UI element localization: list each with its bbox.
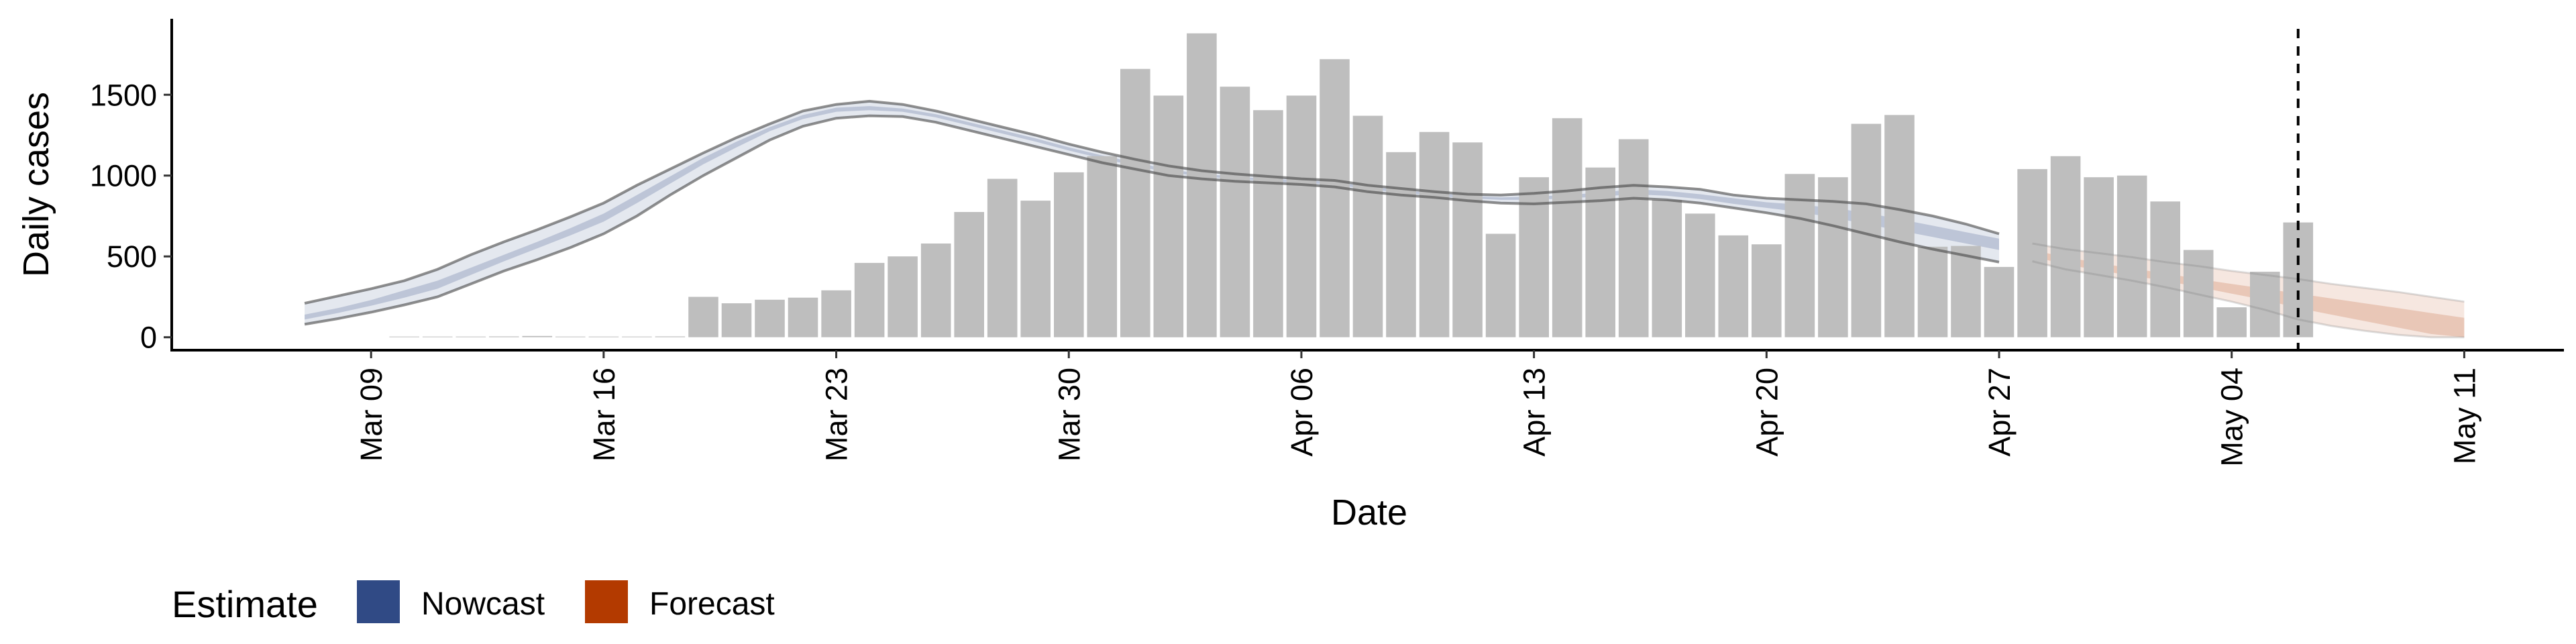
band-outlines xyxy=(304,99,2465,339)
bar-2020-04-22 xyxy=(1818,177,1848,337)
forecast-upper-outline xyxy=(2032,242,2465,303)
bar-2020-04-16 xyxy=(1618,139,1649,337)
bar-2020-03-23 xyxy=(821,290,851,337)
y-axis-title: Daily cases xyxy=(16,92,56,277)
bar-2020-03-26 xyxy=(920,244,951,337)
bar-2020-04-04 xyxy=(1220,87,1250,337)
x-tick-label: Apr 13 xyxy=(1517,368,1552,457)
bar-2020-04-11 xyxy=(1452,142,1483,337)
bar-2020-05-03 xyxy=(2183,250,2214,337)
x-axis-title: Date xyxy=(1331,492,1407,533)
x-tick-label: Mar 16 xyxy=(587,368,621,462)
x-tick-label: Mar 09 xyxy=(354,368,388,462)
bar-2020-03-24 xyxy=(854,262,885,337)
legend-label-forecast: Forecast xyxy=(649,586,775,622)
bar-2020-04-27 xyxy=(1984,266,2015,337)
bar-2020-05-04 xyxy=(2216,307,2247,337)
nowcast-lower-outline xyxy=(304,114,2000,326)
x-tick-label: Apr 20 xyxy=(1750,368,1784,457)
x-tick-label: Mar 30 xyxy=(1052,368,1086,462)
bar-2020-03-31 xyxy=(1087,156,1118,337)
legend: Estimate Nowcast Forecast xyxy=(172,580,775,625)
bar-2020-04-30 xyxy=(2084,177,2114,337)
bar-2020-04-29 xyxy=(2050,156,2081,337)
x-tick-label: May 11 xyxy=(2447,368,2481,464)
bar-2020-05-05 xyxy=(2250,272,2280,337)
bars-group xyxy=(389,33,2314,337)
axes: 0 500 1000 1500 Mar 09 Mar 16 Mar 23 Mar 30 Apr … xyxy=(90,19,2564,467)
bar-2020-04-13 xyxy=(1519,177,1549,337)
legend-swatch-forecast xyxy=(585,580,628,623)
bar-2020-04-25 xyxy=(1917,246,1948,337)
x-tick-label: Apr 27 xyxy=(1982,368,2017,457)
bar-2020-03-27 xyxy=(954,212,984,337)
bar-2020-04-24 xyxy=(1884,115,1915,337)
bar-2020-03-29 xyxy=(1020,201,1051,337)
bar-2020-03-19 xyxy=(688,297,718,337)
bar-2020-04-07 xyxy=(1320,59,1350,337)
bar-2020-03-28 xyxy=(987,178,1018,337)
bar-2020-04-09 xyxy=(1386,152,1416,337)
bar-2020-04-06 xyxy=(1286,95,1317,337)
legend-label-nowcast: Nowcast xyxy=(421,586,545,622)
bar-2020-04-18 xyxy=(1685,213,1715,337)
bar-2020-04-05 xyxy=(1253,110,1283,337)
bar-2020-04-17 xyxy=(1652,199,1682,337)
bar-2020-04-12 xyxy=(1485,233,1516,337)
legend-swatch-nowcast xyxy=(357,580,400,623)
bar-2020-04-19 xyxy=(1718,235,1749,337)
bar-2020-03-21 xyxy=(755,299,785,337)
y-tick-label: 1500 xyxy=(90,78,157,112)
bar-2020-04-28 xyxy=(2017,169,2047,337)
bar-2020-03-20 xyxy=(721,303,752,337)
bar-2020-04-14 xyxy=(1552,118,1582,337)
nowcast-band-90 xyxy=(305,101,1999,325)
bar-2020-03-30 xyxy=(1054,172,1084,337)
legend-title: Estimate xyxy=(172,583,318,625)
bar-2020-05-01 xyxy=(2116,175,2147,337)
bar-2020-04-20 xyxy=(1752,244,1782,337)
x-tick-label: Apr 06 xyxy=(1285,368,1319,457)
bar-2020-04-15 xyxy=(1585,167,1615,337)
bar-2020-04-08 xyxy=(1352,115,1383,337)
bar-2020-03-22 xyxy=(788,297,818,337)
nowcast-upper-outline xyxy=(304,99,2000,305)
x-tick-label: May 04 xyxy=(2215,368,2249,467)
bar-2020-03-14 xyxy=(522,335,553,337)
bar-2020-04-26 xyxy=(1951,246,1981,337)
y-tick-label: 1000 xyxy=(90,159,157,193)
bar-2020-03-25 xyxy=(888,256,918,337)
bar-2020-04-03 xyxy=(1187,33,1217,337)
bar-2020-04-01 xyxy=(1120,68,1150,337)
x-tick-label: Mar 23 xyxy=(820,368,854,462)
bar-2020-04-10 xyxy=(1419,131,1450,337)
bar-2020-05-02 xyxy=(2150,201,2180,337)
bar-2020-04-02 xyxy=(1153,95,1184,337)
y-tick-label: 500 xyxy=(107,239,157,274)
forecast-lower-outline xyxy=(2032,260,2465,339)
y-tick-label: 0 xyxy=(140,321,157,355)
